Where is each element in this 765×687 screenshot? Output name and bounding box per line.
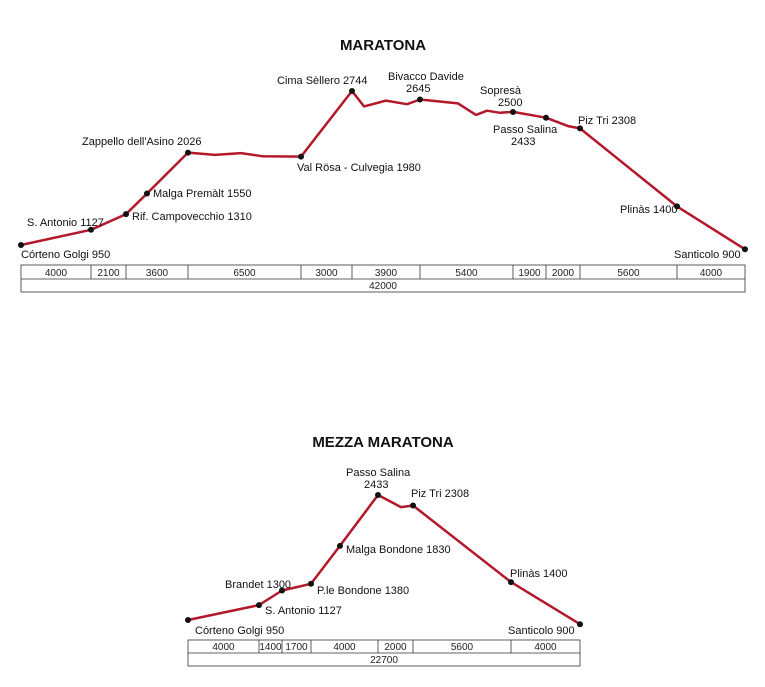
segment-distance: 6500 (233, 268, 256, 279)
elevation-profile-line (20, 89, 746, 251)
waypoint-marker (417, 96, 423, 103)
waypoint-marker (185, 617, 191, 623)
waypoint-marker (308, 580, 314, 587)
waypoint-marker (298, 153, 304, 160)
waypoint-label: S. Antonio 1127 (265, 605, 342, 617)
waypoint-label: Malga Bondone 1830 (346, 544, 451, 556)
waypoint-label: Santicolo 900 (674, 249, 741, 261)
waypoint-label: Passo Salina 2433 (493, 124, 558, 148)
segment-distance: 4000 (212, 642, 235, 653)
segment-distance: 3600 (146, 268, 169, 279)
waypoint-label: Córteno Golgi 950 (195, 625, 284, 637)
waypoint-marker (742, 246, 748, 253)
waypoint-label: Plinàs 1400 (510, 568, 568, 580)
elevation-profile-line (187, 493, 581, 626)
waypoint-marker (185, 149, 191, 156)
waypoint-label: Rif. Campovecchio 1310 (132, 211, 252, 223)
segment-distance: 3000 (315, 268, 338, 279)
waypoint-label: Piz Tri 2308 (578, 115, 636, 127)
total-distance: 22700 (370, 655, 398, 666)
segment-distance: 5400 (455, 268, 478, 279)
segment-distance: 4000 (700, 268, 723, 279)
waypoint-marker (337, 542, 343, 549)
waypoint-marker (88, 226, 94, 233)
waypoint-marker (543, 114, 549, 121)
waypoint-label: Bivacco Davide 2645 (388, 71, 464, 95)
chart-title: MEZZA MARATONA (312, 434, 454, 451)
segment-distance: 4000 (333, 642, 356, 653)
waypoint-marker (375, 492, 381, 498)
waypoint-marker (144, 190, 150, 197)
waypoint-label: Brandet 1300 (225, 579, 291, 591)
waypoint-label: Cima Sèllero 2744 (277, 75, 368, 87)
waypoint-marker (18, 242, 24, 248)
chart-title: MARATONA (340, 37, 426, 54)
waypoint-marker (577, 621, 583, 628)
segment-distance: 3900 (375, 268, 398, 279)
segment-distance: 5600 (617, 268, 640, 279)
waypoint-label: Val Rösa - Culvegia 1980 (297, 162, 421, 174)
waypoint-marker (256, 602, 262, 609)
waypoint-marker (410, 502, 416, 509)
waypoint-label: Santicolo 900 (508, 625, 575, 637)
segment-distance: 1900 (518, 268, 541, 279)
segment-distance: 5600 (451, 642, 474, 653)
waypoint-marker (279, 587, 285, 594)
waypoint-label: P.le Bondone 1380 (317, 585, 409, 597)
waypoint-label: Passo Salina 2433 (346, 467, 411, 491)
waypoint-marker (510, 108, 516, 115)
waypoint-label: Plinàs 1400 (620, 204, 678, 216)
waypoint-marker (577, 125, 583, 132)
waypoint-marker (508, 579, 514, 586)
waypoint-label: S. Antonio 1127 (27, 217, 104, 229)
segment-distance: 2000 (552, 268, 575, 279)
distance-table (20, 264, 746, 293)
waypoint-label: Córteno Golgi 950 (21, 249, 110, 261)
segment-distance: 1700 (285, 642, 308, 653)
waypoint-marker (674, 203, 680, 210)
waypoint-label: Malga Premàlt 1550 (153, 188, 251, 200)
waypoint-label: Piz Tri 2308 (411, 488, 469, 500)
total-distance: 42000 (369, 281, 397, 292)
waypoint-label: Sopresà 2500 (480, 85, 522, 109)
waypoint-marker (349, 88, 355, 94)
waypoint-label: Zappello dell'Asino 2026 (82, 136, 202, 148)
waypoint-marker (123, 211, 129, 218)
segment-distance: 1400 (259, 642, 282, 653)
segment-distance: 4000 (45, 268, 68, 279)
segment-distance: 2000 (384, 642, 407, 653)
segment-distance: 2100 (97, 268, 120, 279)
segment-distance: 4000 (534, 642, 557, 653)
